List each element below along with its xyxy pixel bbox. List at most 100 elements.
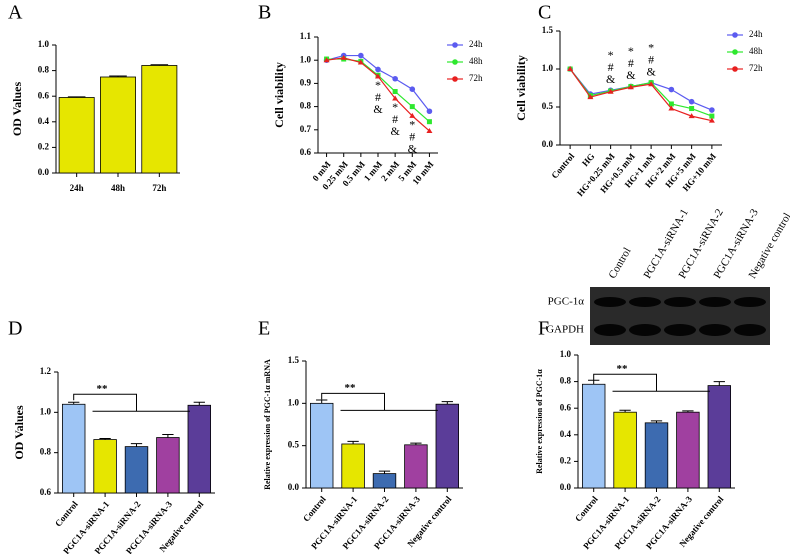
panel-letter: A: [8, 2, 23, 24]
x-tick-label: 24h: [70, 183, 84, 193]
annotation: *: [409, 118, 415, 132]
error-bar: [441, 401, 453, 405]
error-bar: [410, 442, 422, 445]
y-tick-label: 0.2: [560, 455, 572, 465]
bar: [707, 385, 732, 489]
legend-label: 72h: [749, 63, 763, 73]
error-bar: [67, 96, 86, 98]
point: [375, 73, 381, 79]
annotation: &: [606, 72, 616, 86]
blot-band: [594, 324, 626, 336]
y-tick-label: 0.0: [288, 482, 300, 492]
y-axis-label: Relative expression of PGC-1α: [535, 369, 544, 474]
legend-label: 48h: [469, 56, 483, 66]
y-axis-label: OD Values: [10, 81, 24, 136]
panel-letter: B: [258, 2, 271, 24]
bar: [341, 443, 365, 489]
point: [648, 81, 655, 87]
panel-letter: C: [538, 2, 551, 24]
y-tick-label: 0.6: [560, 402, 572, 412]
bar: [93, 439, 117, 494]
annotation: #: [392, 112, 398, 126]
point: [668, 86, 675, 93]
error-bar: [99, 438, 111, 440]
bar: [61, 403, 86, 494]
legend-label: 72h: [469, 73, 483, 83]
significance-label: **: [344, 382, 356, 394]
annotation: #: [375, 90, 381, 104]
blot-band: [699, 297, 731, 307]
annotation: #: [628, 56, 634, 70]
bar: [613, 411, 637, 489]
significance-bracket: [73, 393, 190, 412]
legend-marker: [452, 59, 458, 65]
legend-marker: [732, 66, 738, 72]
point: [409, 104, 415, 110]
bar: [581, 383, 606, 489]
error-bar: [713, 381, 725, 386]
blot-band: [629, 297, 661, 307]
panel-letter: D: [8, 318, 22, 340]
error-bar: [682, 410, 694, 413]
annotation: &: [390, 124, 400, 138]
y-tick-label: 0.6: [300, 147, 312, 157]
error-bar: [588, 379, 600, 385]
significance-bracket: [593, 373, 710, 392]
error-bar: [162, 434, 174, 438]
bar: [124, 446, 149, 494]
y-tick-label: 0.5: [542, 101, 554, 111]
y-tick-label: 1.2: [40, 366, 52, 376]
error-bar: [378, 470, 391, 474]
point: [567, 66, 574, 71]
legend-label: 24h: [749, 29, 763, 39]
point: [392, 95, 399, 101]
annotation: #: [409, 130, 415, 144]
significance-label: **: [96, 383, 108, 395]
error-bar: [130, 443, 143, 447]
x-tick-label: 72h: [152, 183, 166, 193]
point: [708, 117, 715, 123]
y-tick-label: 0.5: [288, 440, 300, 450]
blot-band: [699, 324, 731, 336]
annotation: &: [408, 142, 418, 156]
x-tick-label: 48h: [111, 183, 125, 193]
y-tick-label: 0.8: [300, 101, 312, 111]
y-tick-label: 1.0: [38, 39, 50, 49]
bar: [644, 422, 669, 489]
annotation: *: [375, 78, 381, 92]
blot-band: [734, 324, 766, 336]
significance-bracket: [321, 392, 438, 411]
y-tick-label: 0.0: [38, 167, 50, 177]
legend-marker: [452, 42, 458, 48]
significance-label: **: [616, 363, 628, 375]
panel-letter: E: [258, 318, 270, 340]
point: [627, 84, 634, 90]
blot-band: [594, 297, 626, 307]
bar: [141, 65, 178, 174]
point: [409, 86, 416, 92]
blot-background: [590, 287, 770, 345]
point: [426, 108, 433, 115]
panel-letter: F: [538, 318, 549, 340]
error-bar: [619, 409, 631, 413]
point: [392, 89, 398, 95]
annotation: &: [646, 64, 656, 78]
annotation: *: [648, 40, 654, 54]
error-bar: [68, 401, 80, 405]
y-tick-label: 0.4: [560, 429, 572, 439]
y-tick-label: 1.0: [300, 54, 312, 64]
y-tick-label: 0.6: [38, 90, 50, 100]
y-tick-label: 1.5: [288, 355, 300, 365]
y-tick-label: 0.8: [38, 65, 50, 75]
annotation: #: [648, 52, 654, 66]
point: [357, 59, 364, 65]
legend-marker: [732, 49, 738, 55]
annotation: *: [628, 44, 634, 58]
point: [668, 101, 674, 107]
point: [426, 119, 432, 125]
point: [607, 88, 614, 94]
error-bar: [347, 440, 359, 444]
annotation: *: [392, 100, 398, 114]
point: [668, 105, 675, 111]
